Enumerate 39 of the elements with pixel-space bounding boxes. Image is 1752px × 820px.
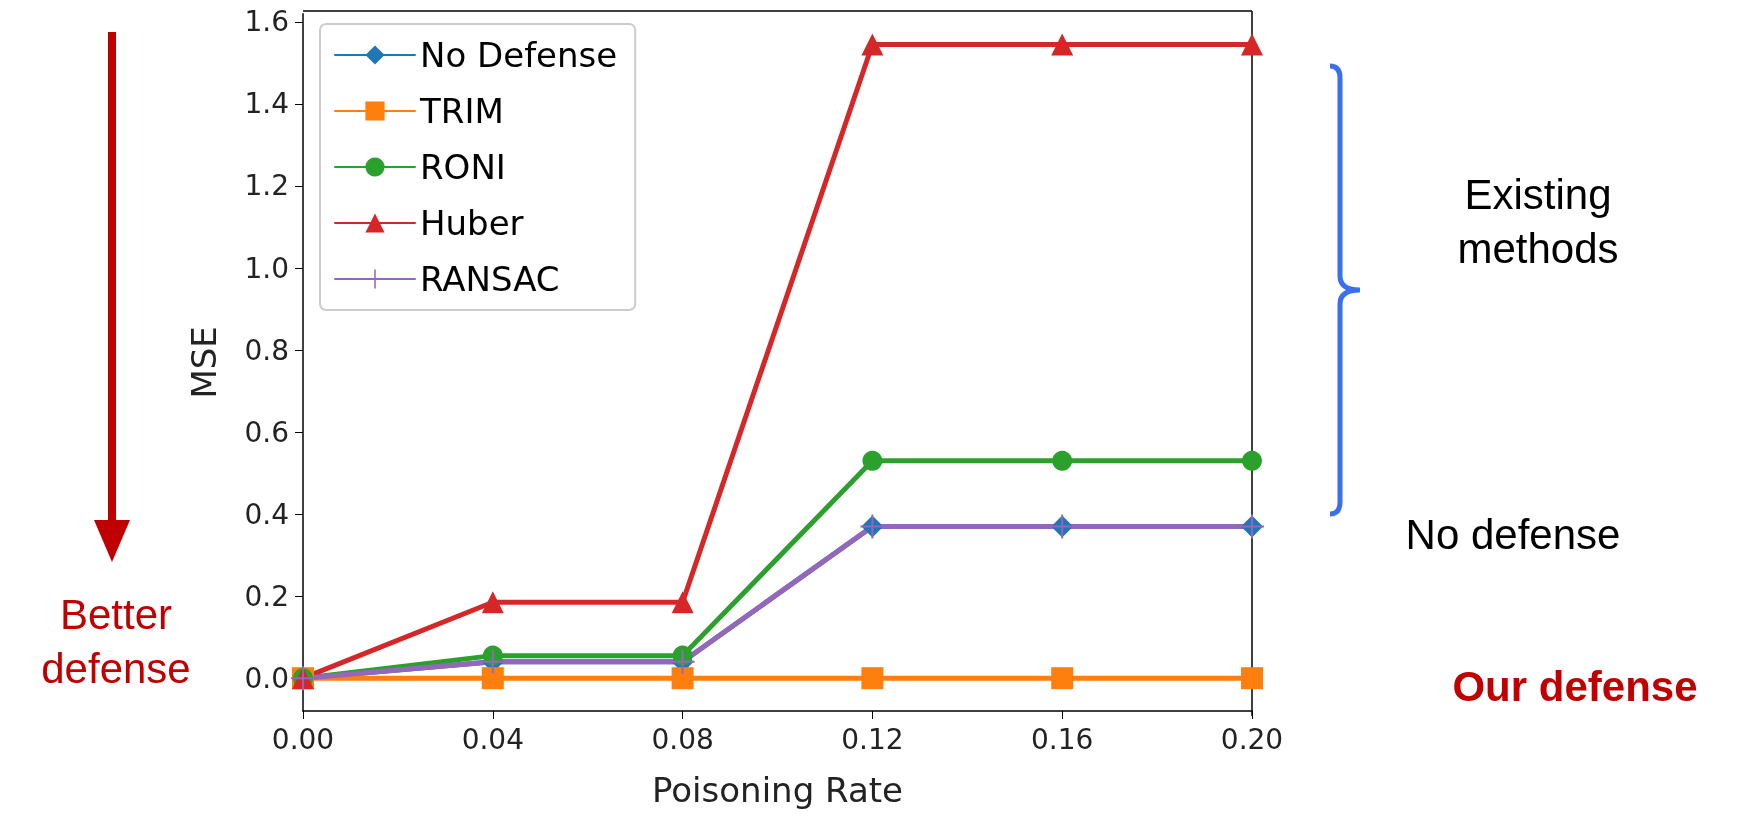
point: [862, 450, 883, 471]
point: [671, 667, 694, 690]
legend-label: RONI: [420, 147, 506, 187]
point: [1051, 33, 1074, 56]
x-axis-title: Poisoning Rate: [652, 770, 903, 810]
x-tick-label: 0.04: [461, 722, 524, 756]
text: No defense: [1404, 510, 1622, 560]
point: [671, 591, 694, 614]
y-tick-label: 0.4: [244, 497, 289, 531]
point: [861, 33, 884, 56]
x-tick-label: 0.00: [271, 722, 335, 756]
point: [1242, 450, 1262, 471]
point: [861, 667, 884, 690]
x-tick-label: 0.12: [841, 722, 904, 756]
y-axis-title: MSE: [184, 326, 224, 399]
x-tick-label: 0.16: [1031, 722, 1094, 756]
text: Existing methods: [1456, 170, 1620, 274]
y-tick-label: 1.4: [244, 87, 289, 121]
y-tick-label: 1.2: [244, 169, 289, 203]
point: [1051, 667, 1074, 690]
x-tick-label: 0.08: [651, 722, 714, 756]
y-tick-label: 0.2: [244, 579, 289, 613]
text: Our defense: [1451, 662, 1699, 712]
point: [1241, 667, 1263, 690]
legend-label: No Defense: [420, 35, 618, 75]
y-tick-label: 0.8: [244, 333, 289, 367]
legend-label: RANSAC: [420, 259, 560, 299]
point: [481, 667, 504, 690]
point: [1241, 33, 1263, 56]
x-tick-label: 0.20: [1220, 722, 1284, 756]
y-tick-label: 1.0: [244, 251, 289, 285]
text: Better defense: [40, 590, 192, 694]
legend-label: TRIM: [419, 91, 504, 131]
legend-label: Huber: [420, 203, 524, 243]
y-tick-label: 1.6: [244, 5, 289, 39]
y-tick-label: 0.0: [244, 661, 289, 695]
point: [1052, 450, 1073, 471]
point: [481, 591, 504, 614]
y-tick-label: 0.6: [244, 415, 289, 449]
